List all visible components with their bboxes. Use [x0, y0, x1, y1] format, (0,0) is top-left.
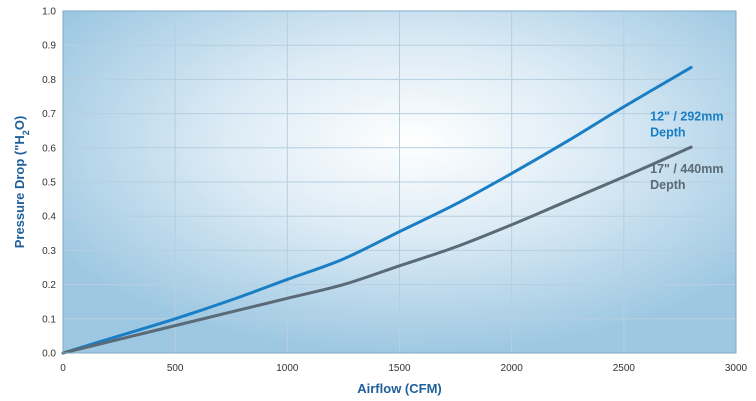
- series-label-2: 17" / 440mm: [650, 162, 723, 176]
- y-tick-label: 0.9: [42, 41, 56, 52]
- y-tick-label: 0.5: [42, 178, 56, 189]
- y-tick-label: 0.1: [42, 314, 56, 325]
- y-tick-label: 0.3: [42, 246, 56, 257]
- x-tick-label: 2500: [613, 363, 636, 374]
- x-axis-title: Airflow (CFM): [357, 381, 441, 396]
- series-labels: 12" / 292mm Depth 17" / 440mm Depth: [650, 109, 723, 192]
- plot-frame: [62, 10, 737, 354]
- series-line-1: [61, 65, 693, 355]
- x-tick-label: 2000: [501, 363, 524, 374]
- x-tick-label: 3000: [725, 363, 748, 374]
- gridlines: [63, 11, 736, 353]
- y-tick-label: 0.6: [42, 143, 56, 154]
- y-tick-label: 1.0: [42, 7, 56, 18]
- x-tick-label: 500: [167, 363, 184, 374]
- y-tick-label: 0.8: [42, 75, 56, 86]
- y-axis-title-subscript: 2: [21, 130, 31, 135]
- y-axis-title-pre: Pressure Drop ("H: [12, 135, 27, 248]
- y-tick-label: 0.2: [42, 280, 56, 291]
- series-line-2: [61, 145, 693, 355]
- x-tick-label: 1000: [276, 363, 299, 374]
- y-axis-title-post: O): [12, 116, 27, 130]
- x-axis-ticks: 0 500 1000 1500 2000 2500 3000: [60, 363, 747, 374]
- series-label-1: Depth: [650, 125, 685, 139]
- series-label-1: 12" / 292mm: [650, 109, 723, 123]
- x-tick-label: 1500: [388, 363, 411, 374]
- x-tick-label: 0: [60, 363, 66, 374]
- y-tick-label: 0.7: [42, 109, 56, 120]
- series-label-2: Depth: [650, 178, 685, 192]
- y-tick-label: 0.4: [42, 212, 56, 223]
- series-lines: [61, 65, 693, 355]
- y-axis-title: Pressure Drop ("H2O): [12, 116, 31, 249]
- y-axis-ticks: 0.0 0.1 0.2 0.3 0.4 0.5 0.6 0.7 0.8 0.9 1.0: [42, 7, 56, 360]
- y-tick-label: 0.0: [42, 349, 56, 360]
